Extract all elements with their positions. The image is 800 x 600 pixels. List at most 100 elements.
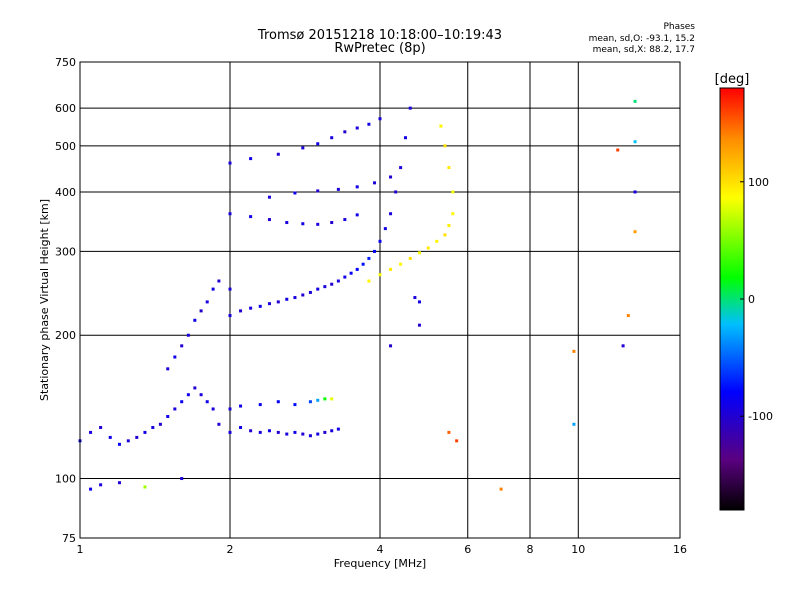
- data-point: [158, 422, 162, 426]
- data-point: [403, 136, 407, 140]
- data-point: [447, 430, 451, 434]
- data-point: [349, 271, 353, 275]
- chart-subtitle: RwPretec (8p): [334, 41, 426, 56]
- data-point: [439, 124, 443, 128]
- colorbar-ticks: 100 0 -100: [740, 176, 773, 423]
- data-point: [323, 430, 327, 434]
- data-point: [239, 425, 243, 429]
- data-point: [180, 400, 184, 404]
- data-point: [249, 429, 253, 433]
- data-point: [451, 212, 455, 216]
- y-tick-label: 600: [55, 102, 76, 115]
- data-point: [633, 140, 637, 144]
- grid-lines: [80, 62, 680, 538]
- data-point: [373, 249, 377, 253]
- data-point: [323, 397, 327, 401]
- data-point: [417, 251, 421, 255]
- y-tick-label: 300: [55, 245, 76, 258]
- data-point: [173, 407, 177, 411]
- data-point: [451, 190, 455, 194]
- data-point: [633, 230, 637, 234]
- data-point: [408, 106, 412, 110]
- chart-title: Tromsø 20151218 10:18:00–10:19:43: [257, 28, 503, 43]
- data-point: [301, 432, 305, 436]
- data-point: [180, 344, 184, 348]
- data-point: [285, 221, 289, 225]
- y-tick-label: 75: [62, 532, 76, 545]
- data-point: [108, 435, 112, 439]
- data-point: [355, 185, 359, 189]
- data-point: [616, 148, 620, 152]
- x-tick-label: 4: [377, 543, 384, 556]
- data-point: [316, 432, 320, 436]
- colorbar-tick-label: 100: [748, 176, 769, 189]
- data-point: [99, 425, 103, 429]
- data-point: [572, 349, 576, 353]
- data-point: [316, 398, 320, 402]
- data-point: [378, 239, 382, 243]
- data-point: [389, 267, 393, 271]
- y-tick-label: 500: [55, 140, 76, 153]
- x-axis-ticks: 1 2 4 6 8 10 16: [77, 543, 688, 556]
- data-point: [228, 314, 232, 318]
- data-point: [394, 190, 398, 194]
- data-point: [389, 344, 393, 348]
- data-point: [166, 367, 170, 371]
- data-point: [228, 407, 232, 411]
- data-point: [166, 414, 170, 418]
- data-point: [572, 422, 576, 426]
- data-point: [186, 333, 190, 337]
- data-point: [408, 256, 412, 260]
- data-point: [455, 439, 459, 443]
- data-point: [193, 318, 197, 322]
- data-point: [151, 425, 155, 429]
- data-point: [276, 400, 280, 404]
- data-point: [217, 279, 221, 283]
- data-point: [443, 233, 447, 237]
- x-tick-label: 2: [227, 543, 234, 556]
- data-point: [239, 309, 243, 313]
- data-point: [389, 175, 393, 179]
- data-point: [285, 297, 289, 301]
- data-point: [117, 442, 121, 446]
- data-point: [258, 430, 262, 434]
- data-point: [330, 282, 334, 286]
- data-point: [193, 386, 197, 390]
- data-point: [258, 304, 262, 308]
- data-point: [267, 218, 271, 222]
- data-point: [373, 181, 377, 185]
- data-point: [301, 146, 305, 150]
- y-axis-ticks: 75 100 200 300 400 500 600 750: [55, 56, 76, 545]
- data-point: [367, 122, 371, 126]
- colorbar-tick-label: -100: [748, 410, 773, 423]
- data-point: [336, 427, 340, 431]
- x-tick-label: 6: [464, 543, 471, 556]
- data-point: [249, 306, 253, 310]
- data-point: [499, 487, 503, 491]
- data-point: [249, 215, 253, 219]
- data-point: [173, 355, 177, 359]
- x-tick-label: 16: [673, 543, 687, 556]
- data-point: [367, 256, 371, 260]
- data-point: [435, 239, 439, 243]
- data-point: [316, 287, 320, 291]
- data-point: [343, 218, 347, 222]
- data-point: [355, 267, 359, 271]
- data-point: [621, 344, 625, 348]
- y-tick-label: 400: [55, 186, 76, 199]
- y-tick-label: 750: [55, 56, 76, 69]
- data-point: [316, 189, 320, 193]
- x-tick-label: 1: [77, 543, 84, 556]
- data-point: [228, 430, 232, 434]
- data-point: [211, 287, 215, 291]
- data-point: [117, 481, 121, 485]
- data-point: [443, 144, 447, 148]
- phases-heading: Phases: [663, 22, 695, 32]
- data-point: [301, 222, 305, 226]
- data-point: [228, 287, 232, 291]
- data-point: [343, 275, 347, 279]
- data-point: [413, 296, 417, 300]
- data-point: [361, 262, 365, 266]
- data-point: [143, 485, 147, 489]
